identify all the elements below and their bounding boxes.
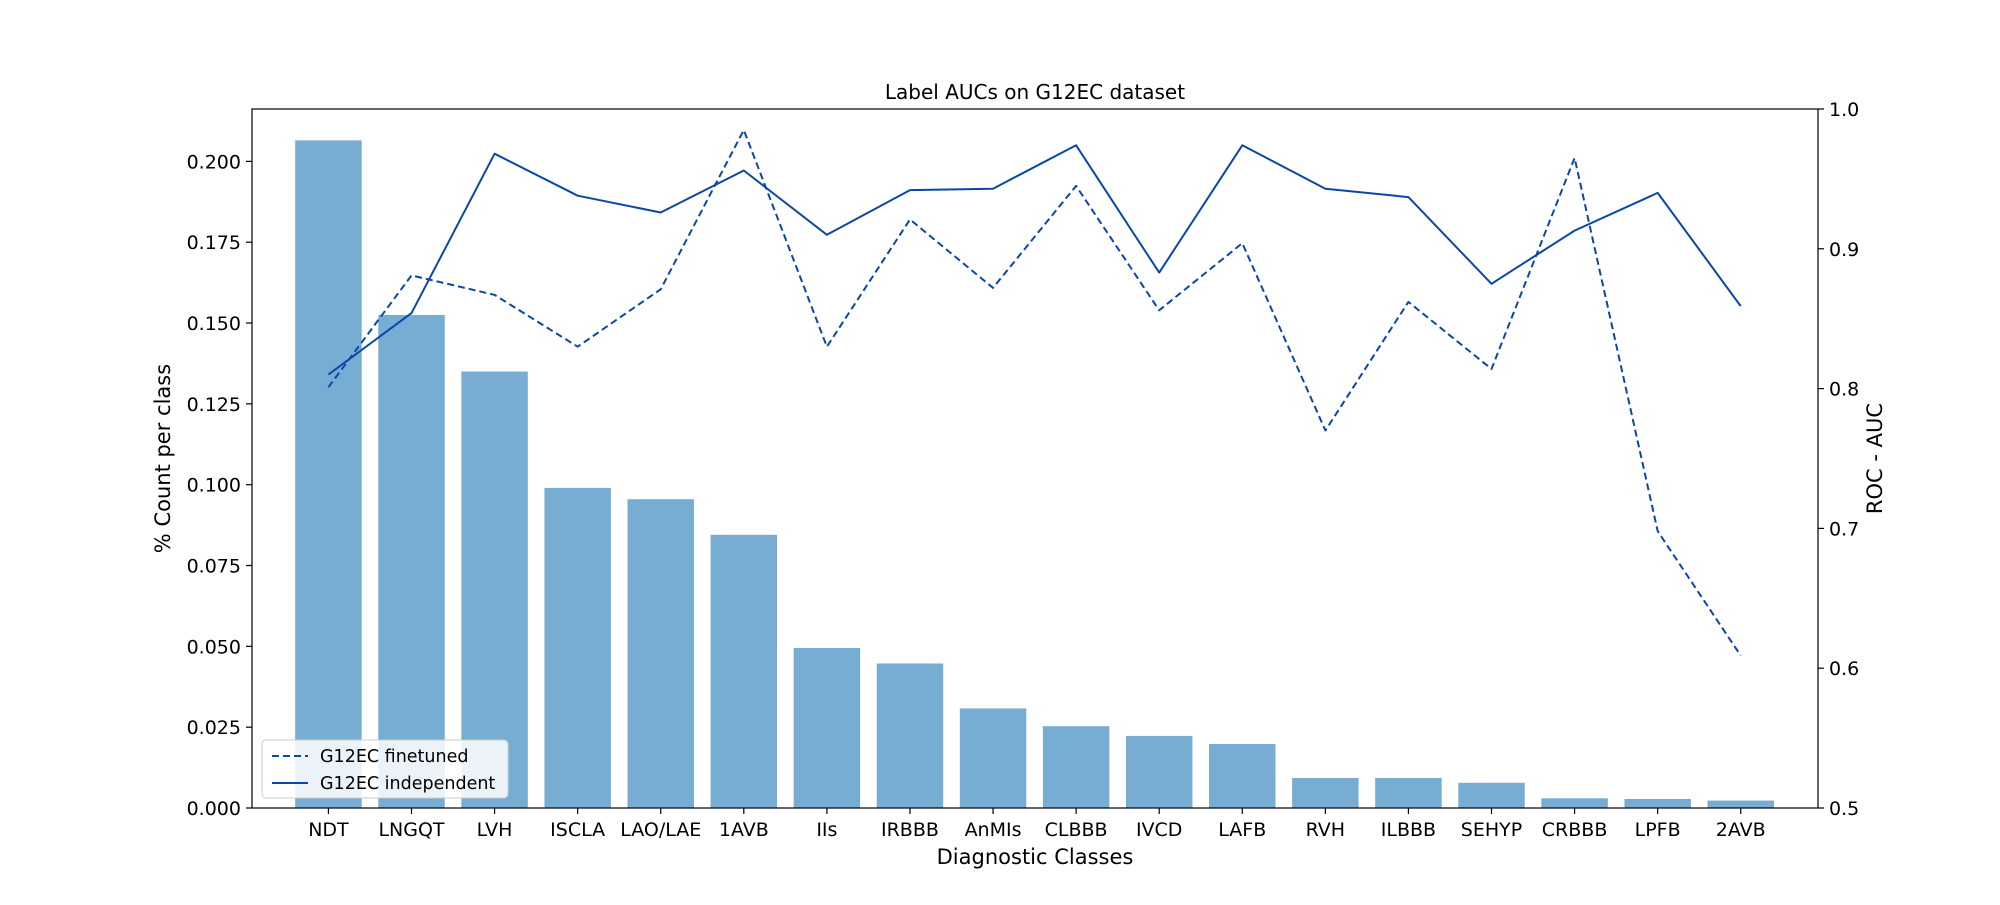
right-tick-label: 0.9 bbox=[1829, 239, 1859, 261]
lines-layer bbox=[327, 129, 1742, 657]
x-tick-label: CRBBB bbox=[1542, 819, 1608, 841]
right-tick-label: 1.0 bbox=[1829, 99, 1859, 121]
x-tick-label: LAO/LAE bbox=[620, 819, 701, 841]
right-tick-label: 0.8 bbox=[1829, 379, 1859, 401]
y-axis-label: % Count per class bbox=[151, 364, 175, 553]
bars-layer bbox=[295, 140, 1774, 809]
x-tick-label: AnMIs bbox=[965, 819, 1022, 841]
left-tick-label: 0.075 bbox=[187, 556, 241, 578]
bar-lvh bbox=[461, 371, 528, 808]
bar-iis bbox=[793, 647, 861, 808]
bar-lngqt bbox=[378, 314, 445, 808]
bar-iscla bbox=[544, 487, 611, 808]
x-tick-label: LPFB bbox=[1635, 819, 1681, 841]
left-tick-label: 0.050 bbox=[187, 636, 241, 658]
left-tick-label: 0.150 bbox=[187, 313, 241, 335]
x-tick-label: SEHYP bbox=[1461, 819, 1522, 841]
x-axis: NDT LNGQT LVH ISCLA LAO/LAE 1AVB IIs IRBBB AnMIs… bbox=[308, 808, 1766, 841]
left-tick-label: 0.125 bbox=[187, 394, 241, 416]
x-tick-label: ILBBB bbox=[1381, 819, 1436, 841]
bar-lafb bbox=[1209, 743, 1276, 808]
x-tick-label: IIs bbox=[816, 819, 837, 841]
bar-ndt bbox=[295, 140, 362, 809]
bar-lao-lae bbox=[627, 499, 694, 808]
bar-rvh bbox=[1292, 777, 1359, 808]
bar-clbbb bbox=[1042, 726, 1110, 808]
chart-title: Label AUCs on G12EC dataset bbox=[885, 80, 1185, 104]
x-tick-label: ISCLA bbox=[550, 819, 605, 841]
bar-sehyp bbox=[1458, 782, 1525, 808]
x-tick-label: IRBBB bbox=[881, 819, 939, 841]
x-tick-label: LVH bbox=[477, 819, 513, 841]
x-tick-label: CLBBB bbox=[1045, 819, 1108, 841]
legend-box bbox=[261, 739, 509, 799]
bar-ivcd bbox=[1125, 735, 1193, 808]
left-tick-label: 0.000 bbox=[187, 798, 241, 820]
bar-anmis bbox=[959, 708, 1027, 808]
plot-frame bbox=[251, 108, 1819, 809]
x-tick-label: LNGQT bbox=[378, 819, 444, 841]
x-tick-label: RVH bbox=[1306, 819, 1345, 841]
right-tick-label: 0.6 bbox=[1829, 658, 1859, 680]
x-tick-label: 2AVB bbox=[1716, 819, 1766, 841]
legend: G12EC finetuned G12EC independent bbox=[261, 739, 509, 799]
x-tick-label: IVCD bbox=[1136, 819, 1183, 841]
line-series-finetuned bbox=[327, 129, 1742, 657]
y2-axis-label: ROC - AUC bbox=[1863, 403, 1887, 514]
x-axis-label: Diagnostic Classes bbox=[937, 845, 1134, 869]
bar-ilbbb bbox=[1375, 777, 1442, 808]
bar-irbbb bbox=[876, 663, 944, 808]
legend-label-finetuned: G12EC finetuned bbox=[320, 747, 468, 767]
bar-1avb bbox=[710, 534, 778, 808]
bar-crbbb bbox=[1541, 798, 1608, 808]
left-tick-label: 0.200 bbox=[187, 151, 241, 173]
bar-lpfb bbox=[1624, 798, 1691, 808]
left-axis: 0.000 0.025 0.050 0.075 0.100 0.125 0.150 0.175… bbox=[187, 151, 252, 820]
left-tick-label: 0.175 bbox=[187, 232, 241, 254]
line-series-independent bbox=[327, 144, 1742, 376]
bar-2avb bbox=[1707, 800, 1774, 808]
right-axis: 0.5 0.6 0.7 0.8 0.9 1.0 bbox=[1818, 99, 1859, 820]
right-tick-label: 0.7 bbox=[1829, 518, 1859, 540]
x-tick-label: NDT bbox=[308, 819, 349, 841]
right-tick-label: 0.5 bbox=[1829, 798, 1859, 820]
x-tick-label: LAFB bbox=[1218, 819, 1266, 841]
left-tick-label: 0.025 bbox=[187, 717, 241, 739]
left-tick-label: 0.100 bbox=[187, 475, 241, 497]
legend-label-independent: G12EC independent bbox=[320, 774, 495, 794]
x-tick-label: 1AVB bbox=[719, 819, 769, 841]
